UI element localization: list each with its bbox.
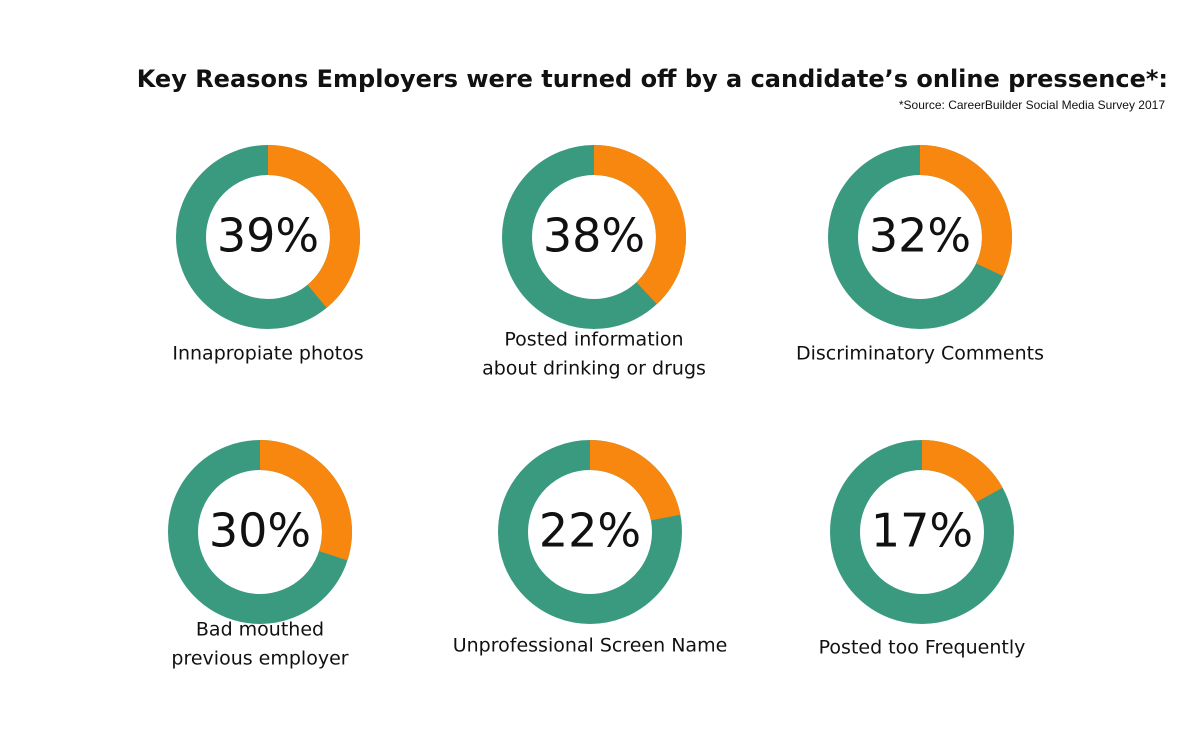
donut-label: about drinking or drugs <box>482 358 706 380</box>
donut-segment <box>589 440 681 521</box>
value-label: 22% <box>539 504 641 558</box>
donut-segment <box>259 440 352 561</box>
donut-label: Bad mouthed <box>196 619 324 641</box>
value-label: 30% <box>209 504 311 558</box>
donut-label: previous employer <box>171 648 348 670</box>
title: Key Reasons Employers were turned off by… <box>137 65 1168 93</box>
value-label: 39% <box>217 209 319 263</box>
donut-label: Innapropiate photos <box>172 343 363 365</box>
value-label: 17% <box>871 504 973 558</box>
donut-label: Posted information <box>504 329 683 351</box>
donut-segment <box>593 145 686 305</box>
value-label: 32% <box>869 209 971 263</box>
donut-label: Unprofessional Screen Name <box>453 635 728 657</box>
donut-label: Discriminatory Comments <box>796 343 1044 365</box>
donut-segment <box>919 145 1012 277</box>
donut-segment <box>267 145 360 308</box>
donut-segment <box>921 440 1003 503</box>
source: *Source: CareerBuilder Social Media Surv… <box>899 98 1165 112</box>
donut-label: Posted too Frequently <box>819 637 1026 659</box>
value-label: 38% <box>543 209 645 263</box>
